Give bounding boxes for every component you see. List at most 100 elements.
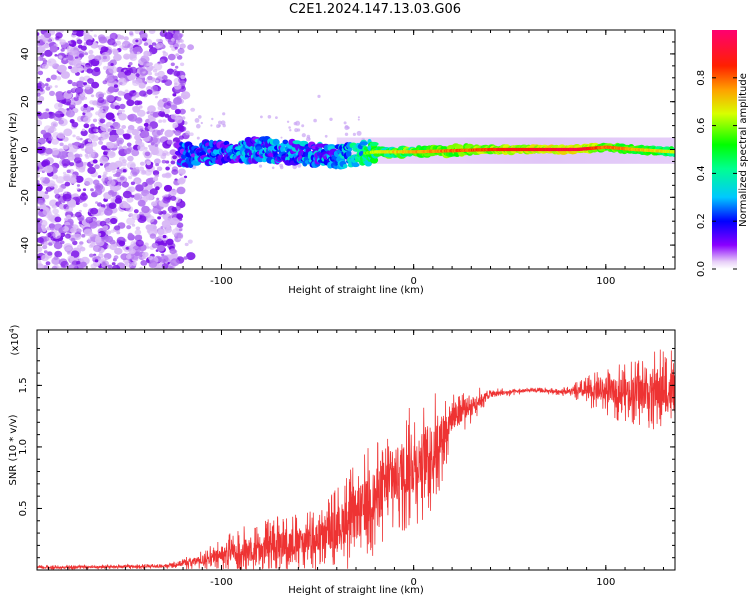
noise-speck [71,50,80,57]
noise-speck [88,59,94,64]
noise-speck [156,42,164,48]
noise-speck [136,51,141,55]
noise-speck [187,239,193,244]
y-tick-label: 0.5 [18,501,29,517]
noise-speck [176,222,184,228]
noise-speck [98,93,104,99]
noise-speck [79,193,88,201]
noise-speck [54,193,61,199]
noise-speck [149,136,159,144]
noise-speck [153,62,163,71]
noise-speck [189,132,194,136]
noise-speck [70,250,80,258]
noise-speck [60,71,70,79]
noise-speck [52,132,60,139]
noise-speck [171,189,177,195]
noise-speck [70,227,77,234]
noise-speck [76,260,81,265]
noise-speck [147,75,153,81]
noise-speck [74,175,84,183]
noise-speck [56,95,63,101]
noise-speck [48,60,52,64]
noise-speck [124,148,132,155]
noise-speck [100,137,105,141]
noise-speck [41,160,49,167]
noise-speck [112,264,121,269]
noise-speck [49,90,55,96]
noise-speck [135,117,143,124]
noise-speck [164,129,174,138]
noise-speck [163,184,173,192]
noise-speck [101,145,108,151]
noise-speck [160,241,164,245]
noise-speck [54,54,58,57]
noise-speck [161,159,167,164]
noise-speck [154,72,159,77]
noise-speck [123,133,131,140]
noise-speck [135,139,143,146]
noise-speck [135,226,141,231]
noise-speck [44,49,53,57]
noise-speck [151,85,159,92]
noise-speck [98,251,103,255]
y-tick-label: 40 [20,48,31,61]
noise-speck [116,236,126,245]
noise-speck [146,89,153,95]
noise-speck [91,81,100,89]
noise-speck [64,181,71,187]
noise-speck [102,174,107,178]
noise-speck [37,166,40,170]
noise-speck [112,118,116,122]
noise-speck [128,62,133,66]
noise-speck [171,38,175,42]
noise-speck [132,80,140,87]
noise-speck [149,128,154,133]
noise-speck [118,77,127,85]
signal-blob [223,140,230,146]
snr-frame [36,329,676,571]
noise-speck [66,169,71,174]
noise-speck [179,39,184,43]
noise-speck [37,245,43,253]
noise-speck [306,134,311,139]
noise-speck [352,132,356,136]
noise-speck [141,183,146,187]
noise-speck [280,136,283,139]
noise-speck [294,128,299,133]
noise-speck [143,42,149,46]
noise-speck [200,121,203,125]
y-tick-label: 20 [20,95,31,108]
noise-speck [66,46,74,52]
noise-speck [180,91,191,100]
noise-speck [37,119,43,127]
noise-speck [102,55,107,60]
noise-speck [107,264,113,269]
noise-speck [138,166,145,172]
noise-speck [258,164,263,168]
noise-speck [42,207,52,216]
noise-speck [83,109,88,113]
noise-speck [43,250,48,254]
noise-speck [135,239,144,247]
noise-speck [297,163,302,168]
noise-speck [135,73,140,77]
noise-speck [134,229,142,236]
noise-speck [54,216,62,223]
noise-speck [90,207,99,215]
noise-speck [71,142,76,146]
noise-speck [66,214,72,220]
noise-speck [163,102,172,109]
snr-y-multiplier: (x104) [8,324,21,355]
noise-speck [134,134,141,141]
noise-speck [260,115,263,119]
noise-speck [111,262,116,266]
noise-speck [162,234,167,239]
noise-speck [59,205,63,209]
snr-panel: -100 0 100 0.5 1.0 1.5 Height of straight lin… [8,324,676,596]
noise-speck [124,69,132,76]
signal-blob [282,139,289,145]
noise-speck [144,169,152,176]
noise-speck [44,165,54,174]
noise-speck [40,88,44,92]
